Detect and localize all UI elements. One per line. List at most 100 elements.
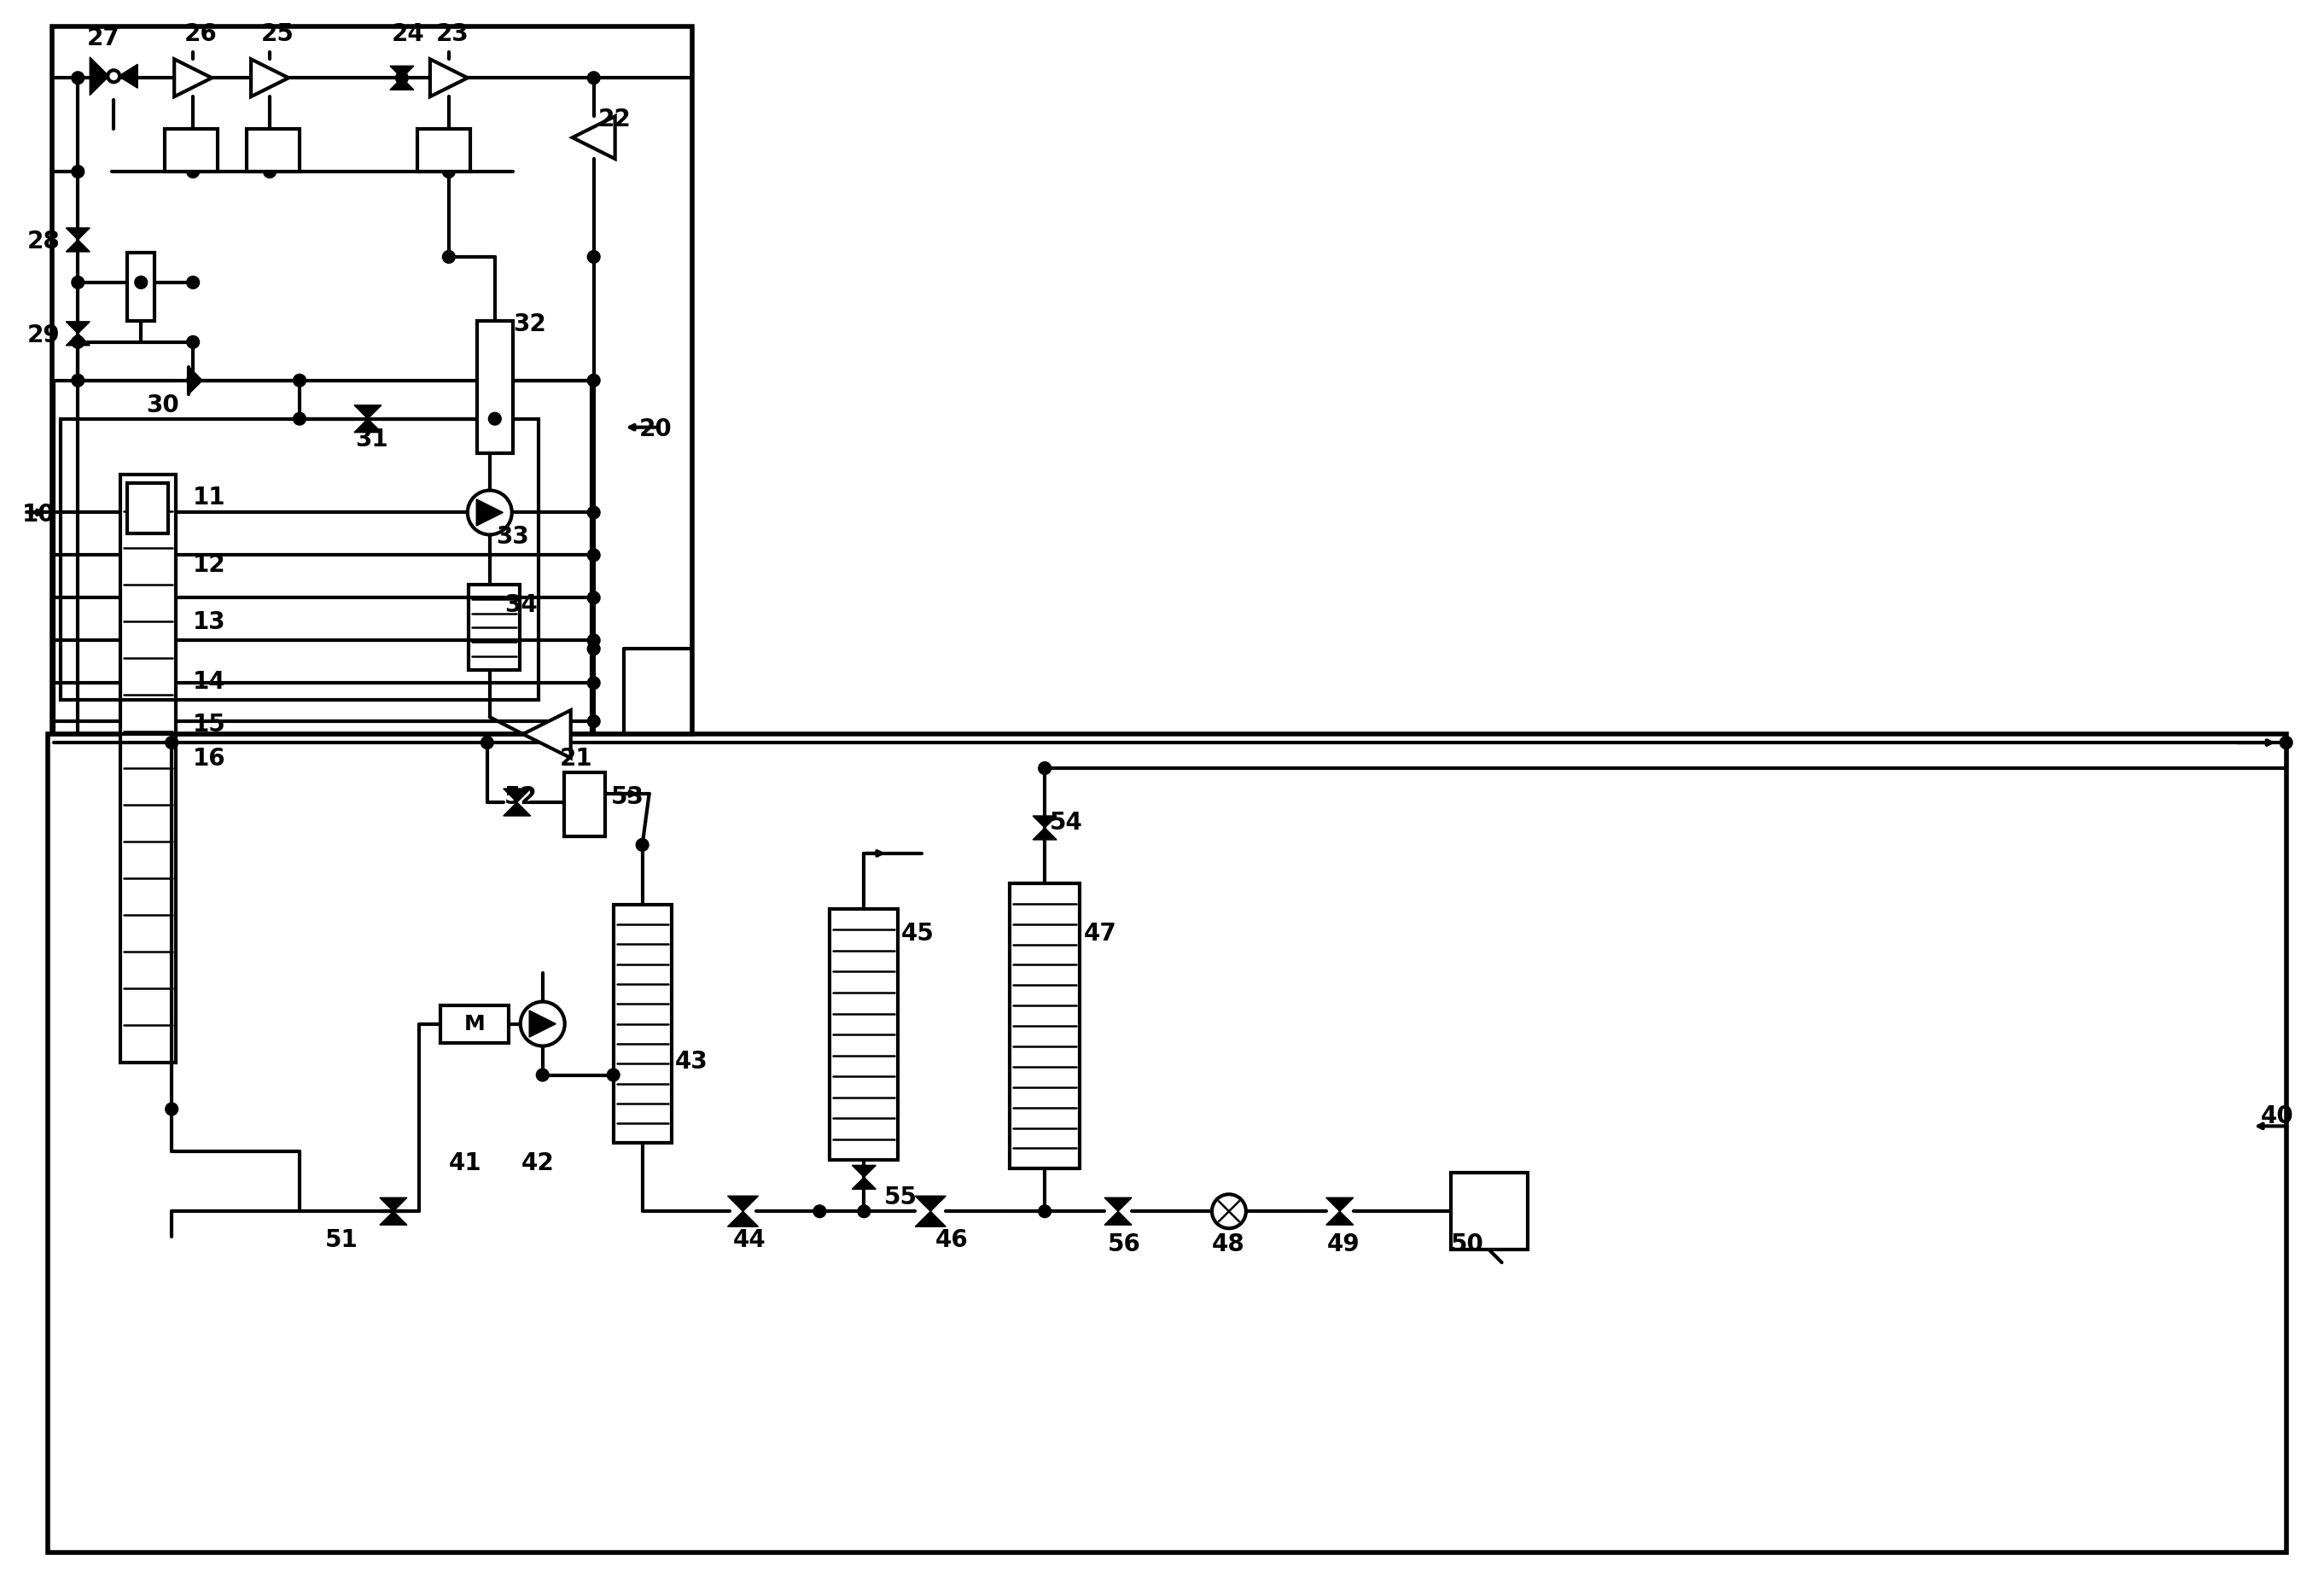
Text: 12: 12 [193,554,225,578]
Circle shape [167,737,177,747]
Circle shape [588,551,600,560]
Circle shape [265,166,274,177]
Text: 53: 53 [611,785,644,809]
Polygon shape [430,59,467,97]
Circle shape [609,1069,618,1080]
Circle shape [295,413,304,425]
Circle shape [188,278,198,287]
Circle shape [295,375,304,386]
Bar [1011,883,1081,1168]
Circle shape [265,73,274,83]
Text: 28: 28 [28,230,60,254]
Text: 11: 11 [193,485,225,509]
Text: 14: 14 [193,670,225,694]
Circle shape [188,337,198,348]
Polygon shape [390,65,414,89]
Polygon shape [530,1010,555,1037]
Text: 13: 13 [193,611,225,635]
Polygon shape [572,117,616,160]
Polygon shape [523,710,572,758]
Circle shape [481,737,493,747]
Polygon shape [65,228,91,252]
Text: 45: 45 [902,921,934,945]
Polygon shape [174,59,211,97]
Polygon shape [353,405,381,433]
Polygon shape [916,1195,946,1227]
Circle shape [2282,737,2291,747]
Polygon shape [188,367,202,394]
Circle shape [816,1207,825,1216]
Circle shape [521,1002,565,1045]
Text: 26: 26 [184,22,218,46]
Text: 46: 46 [934,1229,967,1253]
Polygon shape [65,322,91,345]
Text: 52: 52 [504,785,537,809]
Circle shape [167,1104,177,1114]
Circle shape [588,678,600,688]
Text: 48: 48 [1211,1232,1246,1256]
Circle shape [588,73,600,83]
Text: 27: 27 [86,27,119,51]
Polygon shape [476,500,502,525]
Text: 56: 56 [1109,1232,1141,1256]
Bar [418,129,469,172]
Circle shape [588,508,600,517]
Circle shape [1211,1194,1246,1229]
Text: 41: 41 [449,1152,481,1176]
Circle shape [467,490,511,535]
Circle shape [588,717,600,726]
Bar [53,380,590,734]
Text: 54: 54 [1050,811,1083,835]
Circle shape [588,252,600,262]
Circle shape [107,70,121,81]
Bar [614,905,672,1143]
Bar [476,321,514,453]
Polygon shape [1327,1197,1353,1226]
Text: 51: 51 [325,1229,358,1253]
Bar [439,1005,509,1042]
Bar [49,742,2287,1553]
Circle shape [490,413,500,425]
Circle shape [397,73,407,83]
Circle shape [537,1069,548,1080]
Polygon shape [119,64,137,88]
Text: 44: 44 [732,1229,767,1253]
Text: 29: 29 [28,324,60,348]
Text: 49: 49 [1327,1232,1360,1256]
Bar [1450,1173,1527,1250]
Circle shape [72,337,84,348]
Bar [128,482,167,533]
Text: 30: 30 [146,393,179,417]
Polygon shape [853,1165,876,1189]
Polygon shape [379,1197,407,1226]
Circle shape [1039,1207,1050,1216]
Circle shape [860,1207,869,1216]
Text: 43: 43 [674,1050,709,1073]
Text: 16: 16 [193,747,225,771]
Text: 33: 33 [495,525,530,549]
Text: 21: 21 [560,747,593,771]
Circle shape [72,166,84,177]
Bar [246,129,300,172]
Bar [53,27,693,734]
Circle shape [588,375,600,386]
Text: 32: 32 [514,313,546,337]
Text: M: M [465,1013,486,1034]
Circle shape [188,166,198,177]
Circle shape [444,166,453,177]
Circle shape [135,278,146,287]
Circle shape [588,643,600,654]
Text: 15: 15 [193,713,225,737]
Bar [830,908,897,1160]
Bar [121,474,177,1063]
Text: 24: 24 [393,22,425,46]
Circle shape [637,839,648,851]
Circle shape [72,375,84,386]
Circle shape [188,375,198,386]
Text: 20: 20 [639,417,672,440]
Circle shape [444,73,453,83]
Circle shape [588,635,600,645]
Text: 55: 55 [883,1186,918,1210]
Text: 23: 23 [437,22,469,46]
Bar [128,252,156,321]
